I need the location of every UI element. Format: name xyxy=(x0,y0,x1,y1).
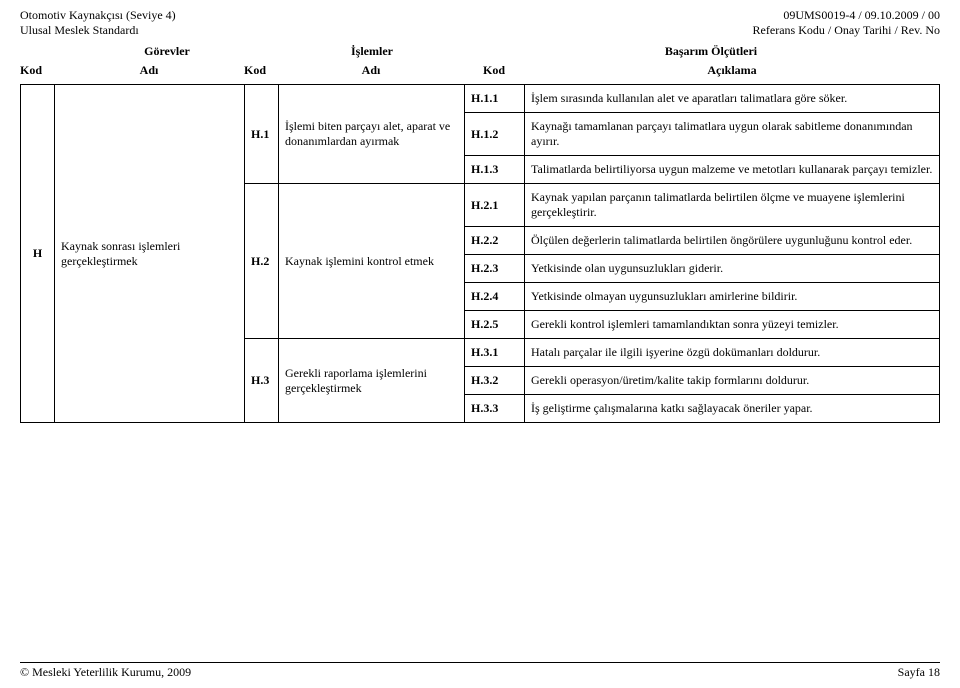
kriter-desc: Kaynağı tamamlanan parçayı talimatlara u… xyxy=(525,113,940,156)
col-kod-2: Kod xyxy=(244,63,278,78)
page-footer: © Mesleki Yeterlilik Kurumu, 2009 Sayfa … xyxy=(20,662,940,680)
kriter-desc: Gerekli operasyon/üretim/kalite takip fo… xyxy=(525,367,940,395)
doc-subtitle: Ulusal Meslek Standardı xyxy=(20,23,176,38)
section-basarim: Başarım Ölçütleri xyxy=(482,44,940,59)
kriter-code: H.2.1 xyxy=(465,184,525,227)
islem-name-2: Kaynak işlemini kontrol etmek xyxy=(279,184,465,339)
gorev-name: Kaynak sonrası işlemleri gerçekleştirmek xyxy=(55,85,245,423)
kriter-code: H.2.3 xyxy=(465,255,525,283)
kriter-desc: Yetkisinde olmayan uygunsuzlukları amirl… xyxy=(525,283,940,311)
col-adi-1: Adı xyxy=(54,63,244,78)
gorev-code: H xyxy=(21,85,55,423)
kriter-code: H.2.2 xyxy=(465,227,525,255)
doc-header-left: Otomotiv Kaynakçısı (Seviye 4) Ulusal Me… xyxy=(20,8,176,38)
kriter-code: H.3.2 xyxy=(465,367,525,395)
doc-ref-label: Referans Kodu / Onay Tarihi / Rev. No xyxy=(753,23,940,38)
kriter-code: H.2.4 xyxy=(465,283,525,311)
col-aciklama: Açıklama xyxy=(524,63,940,78)
doc-title: Otomotiv Kaynakçısı (Seviye 4) xyxy=(20,8,176,23)
kriter-desc: Hatalı parçalar ile ilgili işyerine özgü… xyxy=(525,339,940,367)
islem-code-1: H.1 xyxy=(245,85,279,184)
kriter-desc: Kaynak yapılan parçanın talimatlarda bel… xyxy=(525,184,940,227)
islem-code-3: H.3 xyxy=(245,339,279,423)
islem-name-1: İşlemi biten parçayı alet, aparat ve don… xyxy=(279,85,465,184)
kriter-code: H.1.3 xyxy=(465,156,525,184)
footer-page: Sayfa 18 xyxy=(898,665,940,680)
table-row: H Kaynak sonrası işlemleri gerçekleştirm… xyxy=(21,85,940,113)
islem-name-3: Gerekli raporlama işlemlerini gerçekleşt… xyxy=(279,339,465,423)
kriter-desc: Talimatlarda belirtiliyorsa uygun malzem… xyxy=(525,156,940,184)
islem-code-2: H.2 xyxy=(245,184,279,339)
kriter-desc: Yetkisinde olan uygunsuzlukları giderir. xyxy=(525,255,940,283)
col-kod-3: Kod xyxy=(464,63,524,78)
kriter-code: H.3.3 xyxy=(465,395,525,423)
section-islemler: İşlemler xyxy=(262,44,482,59)
kriter-code: H.3.1 xyxy=(465,339,525,367)
kriter-desc: Gerekli kontrol işlemleri tamamlandıktan… xyxy=(525,311,940,339)
column-header-row: Kod Adı Kod Adı Kod Açıklama xyxy=(20,63,940,78)
section-gorevler: Görevler xyxy=(72,44,262,59)
kriter-code: H.2.5 xyxy=(465,311,525,339)
page-container: Otomotiv Kaynakçısı (Seviye 4) Ulusal Me… xyxy=(0,0,960,688)
criteria-table: H Kaynak sonrası işlemleri gerçekleştirm… xyxy=(20,84,940,423)
doc-ref-code: 09UMS0019-4 / 09.10.2009 / 00 xyxy=(753,8,940,23)
section-header-row: Görevler İşlemler Başarım Ölçütleri xyxy=(20,44,940,59)
kriter-desc: İş geliştirme çalışmalarına katkı sağlay… xyxy=(525,395,940,423)
doc-header: Otomotiv Kaynakçısı (Seviye 4) Ulusal Me… xyxy=(20,8,940,38)
kriter-desc: İşlem sırasında kullanılan alet ve apara… xyxy=(525,85,940,113)
kriter-desc: Ölçülen değerlerin talimatlarda belirtil… xyxy=(525,227,940,255)
doc-header-right: 09UMS0019-4 / 09.10.2009 / 00 Referans K… xyxy=(753,8,940,38)
kriter-code: H.1.1 xyxy=(465,85,525,113)
kriter-code: H.1.2 xyxy=(465,113,525,156)
col-adi-2: Adı xyxy=(278,63,464,78)
footer-copyright: © Mesleki Yeterlilik Kurumu, 2009 xyxy=(20,665,191,680)
col-kod-1: Kod xyxy=(20,63,54,78)
